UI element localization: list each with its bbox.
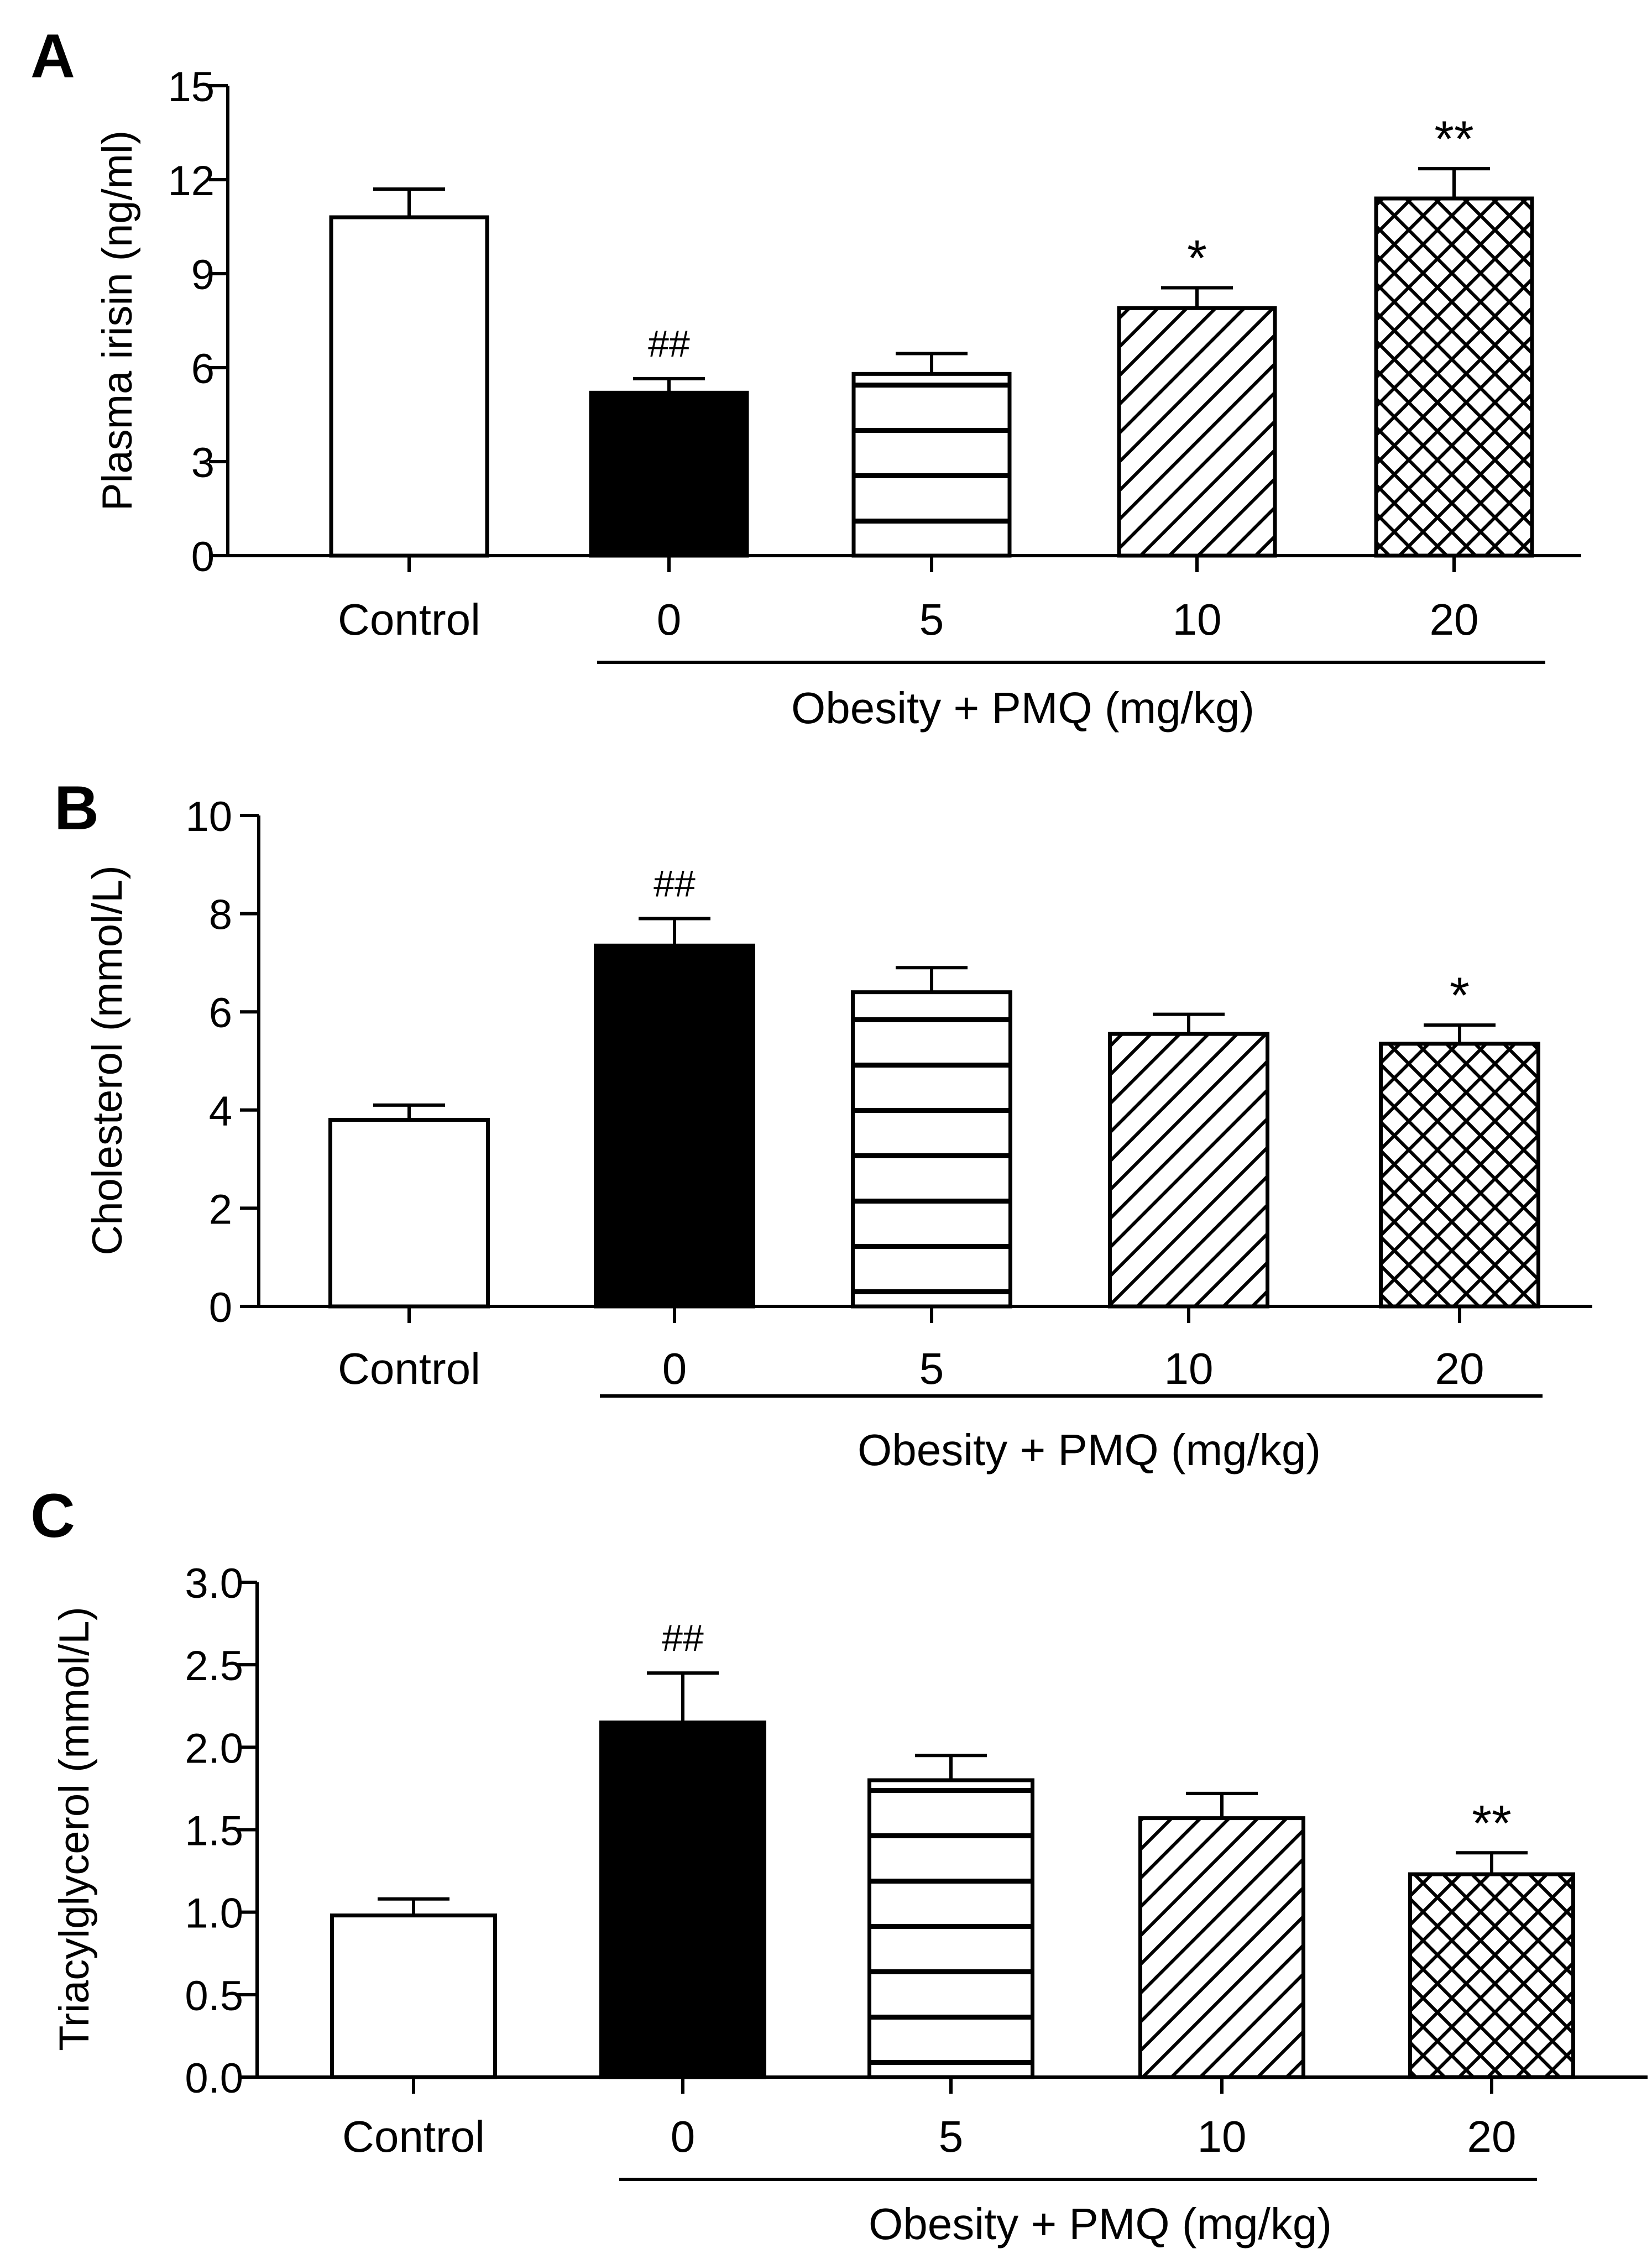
category-label: 10	[1173, 595, 1222, 644]
category-label: 20	[1430, 595, 1479, 644]
category-label: Control	[338, 595, 480, 644]
bar	[599, 1721, 766, 2079]
significance-annotation: ##	[662, 1617, 704, 1659]
bar	[851, 372, 1012, 558]
category-label: 0	[671, 2112, 696, 2161]
bar	[594, 943, 755, 1309]
panel-letter: A	[30, 22, 75, 91]
y-tick-label: 4	[209, 1088, 232, 1135]
y-tick-label: 2.5	[185, 1643, 243, 1690]
category-label: Control	[342, 2112, 485, 2161]
bar	[1138, 1816, 1305, 2079]
category-label: 5	[919, 595, 944, 644]
category-label: 20	[1467, 2112, 1517, 2161]
panel-a: A 0 3 6 9 12 15 Plasma irisin (ng/ml) Control 0 ##…	[30, 22, 1581, 733]
significance-annotation: *	[1187, 231, 1207, 287]
y-tick-label: 2.0	[185, 1725, 243, 1772]
bar	[589, 390, 749, 558]
category-label: 10	[1164, 1344, 1214, 1393]
significance-annotation: *	[1450, 968, 1470, 1024]
category-label: 20	[1435, 1344, 1484, 1393]
group-label: Obesity + PMQ (mg/kg)	[869, 2199, 1332, 2248]
bar	[1117, 306, 1277, 558]
significance-annotation: **	[1472, 1795, 1512, 1852]
category-label: 10	[1198, 2112, 1247, 2161]
category-label: Control	[338, 1344, 480, 1393]
panel-letter: B	[54, 773, 99, 843]
bar	[330, 1913, 497, 2079]
y-tick-label: 0.0	[185, 2055, 243, 2102]
category-label: 5	[919, 1344, 944, 1393]
y-tick-label: 1.0	[185, 1890, 243, 1937]
y-tick-label: 9	[191, 252, 215, 299]
y-axis-label: Cholesterol (mmol/L)	[84, 865, 131, 1255]
y-axis-label: Plasma irisin (ng/ml)	[94, 130, 141, 511]
y-tick-label: 12	[168, 158, 215, 205]
significance-annotation: ##	[654, 862, 696, 904]
bar	[1374, 196, 1534, 558]
bar	[1408, 1872, 1575, 2079]
significance-annotation: ##	[648, 323, 690, 365]
y-tick-label: 6	[191, 346, 215, 393]
category-label: 0	[657, 595, 682, 644]
y-tick-label: 0.5	[185, 1973, 243, 2020]
bar	[851, 990, 1012, 1309]
panel-letter: C	[30, 1481, 75, 1550]
y-tick-label: 15	[168, 64, 215, 111]
y-tick-label: 10	[185, 793, 232, 840]
y-tick-label: 2	[209, 1186, 232, 1233]
y-tick-label: 0	[191, 534, 215, 581]
bar	[1379, 1042, 1540, 1309]
y-axis-label: Triacylglycerol (mmol/L)	[51, 1607, 98, 2051]
y-tick-label: 6	[209, 990, 232, 1037]
bar	[867, 1778, 1034, 2079]
category-label: 0	[662, 1344, 687, 1393]
group-label: Obesity + PMQ (mg/kg)	[791, 683, 1254, 733]
y-tick-label: 8	[209, 892, 232, 939]
category-label: 5	[939, 2112, 964, 2161]
significance-annotation: **	[1434, 111, 1474, 168]
y-tick-label: 1.5	[185, 1808, 243, 1855]
bar	[1108, 1032, 1269, 1309]
y-tick-label: 3.0	[185, 1560, 243, 1607]
panel-c: C 0.0 0.5 1.0 1.5 2.0 2.5 3.0 Triacylglycerol (m…	[30, 1481, 1648, 2248]
bar	[329, 215, 489, 558]
y-tick-label: 3	[191, 440, 215, 487]
group-label: Obesity + PMQ (mg/kg)	[858, 1425, 1321, 1474]
panel-b: B 0 2 4 6 8 10 Cholesterol (mmol/L) Control 0 ## 5 1…	[54, 773, 1592, 1474]
y-tick-label: 0	[209, 1284, 232, 1331]
bar	[328, 1118, 490, 1309]
